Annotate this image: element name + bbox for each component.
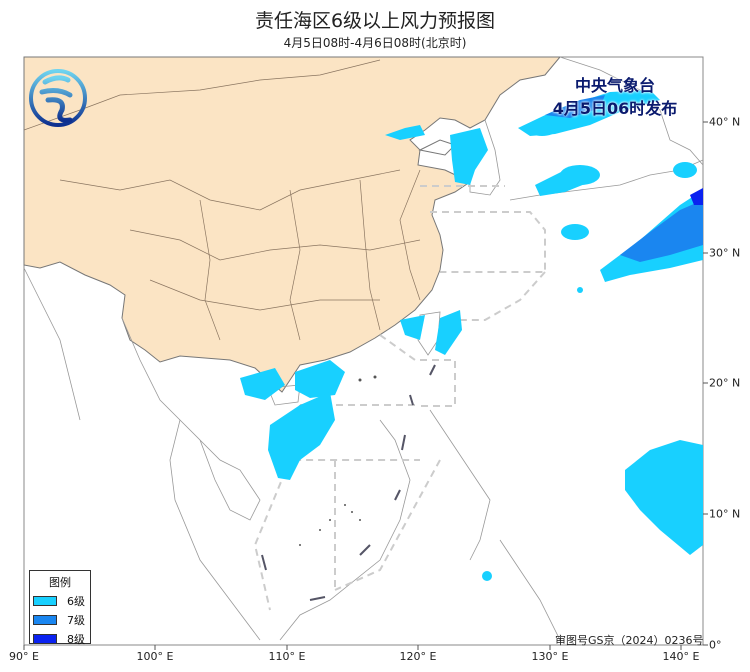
- legend-label: 6级: [67, 595, 85, 608]
- wind-areas-level7: [545, 95, 703, 262]
- lon-tick-label: 140° E: [662, 650, 700, 663]
- lon-tick-label: 110° E: [268, 650, 306, 663]
- legend-label: 8级: [67, 633, 85, 646]
- legend-label: 7级: [67, 614, 85, 627]
- wind-areas-level6: [240, 90, 703, 581]
- legend-swatch: [33, 634, 57, 644]
- map-subtitle: 4月5日08时-4月6日08时(北京时): [283, 36, 467, 50]
- legend-item-7: 7级: [33, 612, 90, 628]
- cma-logo: [29, 69, 87, 127]
- legend-swatch: [33, 615, 57, 625]
- lon-tick-label: 100° E: [136, 650, 174, 663]
- islands: [299, 375, 377, 546]
- issuer-name: 中央气象台: [574, 76, 655, 95]
- wind-areas-level8: [690, 188, 703, 205]
- lat-tick-label: 20° N: [709, 376, 741, 390]
- lat-tick-label: 0°: [709, 638, 722, 652]
- issue-time: 4月5日06时发布: [552, 99, 678, 118]
- reef-lines: [261, 364, 436, 601]
- legend-item-6: 6级: [33, 593, 90, 609]
- legend-title: 图例: [49, 576, 71, 589]
- axis-ticks: [23, 121, 708, 650]
- china-land: [23, 56, 562, 393]
- legend-swatch: [33, 596, 57, 606]
- legend: 图例 6级 7级 8级: [29, 570, 91, 647]
- lat-tick-label: 40° N: [709, 115, 741, 129]
- legend-item-8: 8级: [33, 631, 90, 647]
- issuer-block: 中央气象台 4月5日06时发布: [540, 74, 690, 120]
- map-title: 责任海区6级以上风力预报图: [254, 10, 496, 32]
- lon-tick-label: 130° E: [531, 650, 569, 663]
- lat-tick-label: 30° N: [709, 246, 741, 260]
- lon-tick-label: 90° E: [9, 650, 39, 663]
- approval-number: 审图号GS京（2024）0236号: [555, 634, 704, 647]
- lat-tick-label: 10° N: [709, 507, 741, 521]
- province-borders: [23, 59, 421, 341]
- lon-tick-label: 120° E: [399, 650, 437, 663]
